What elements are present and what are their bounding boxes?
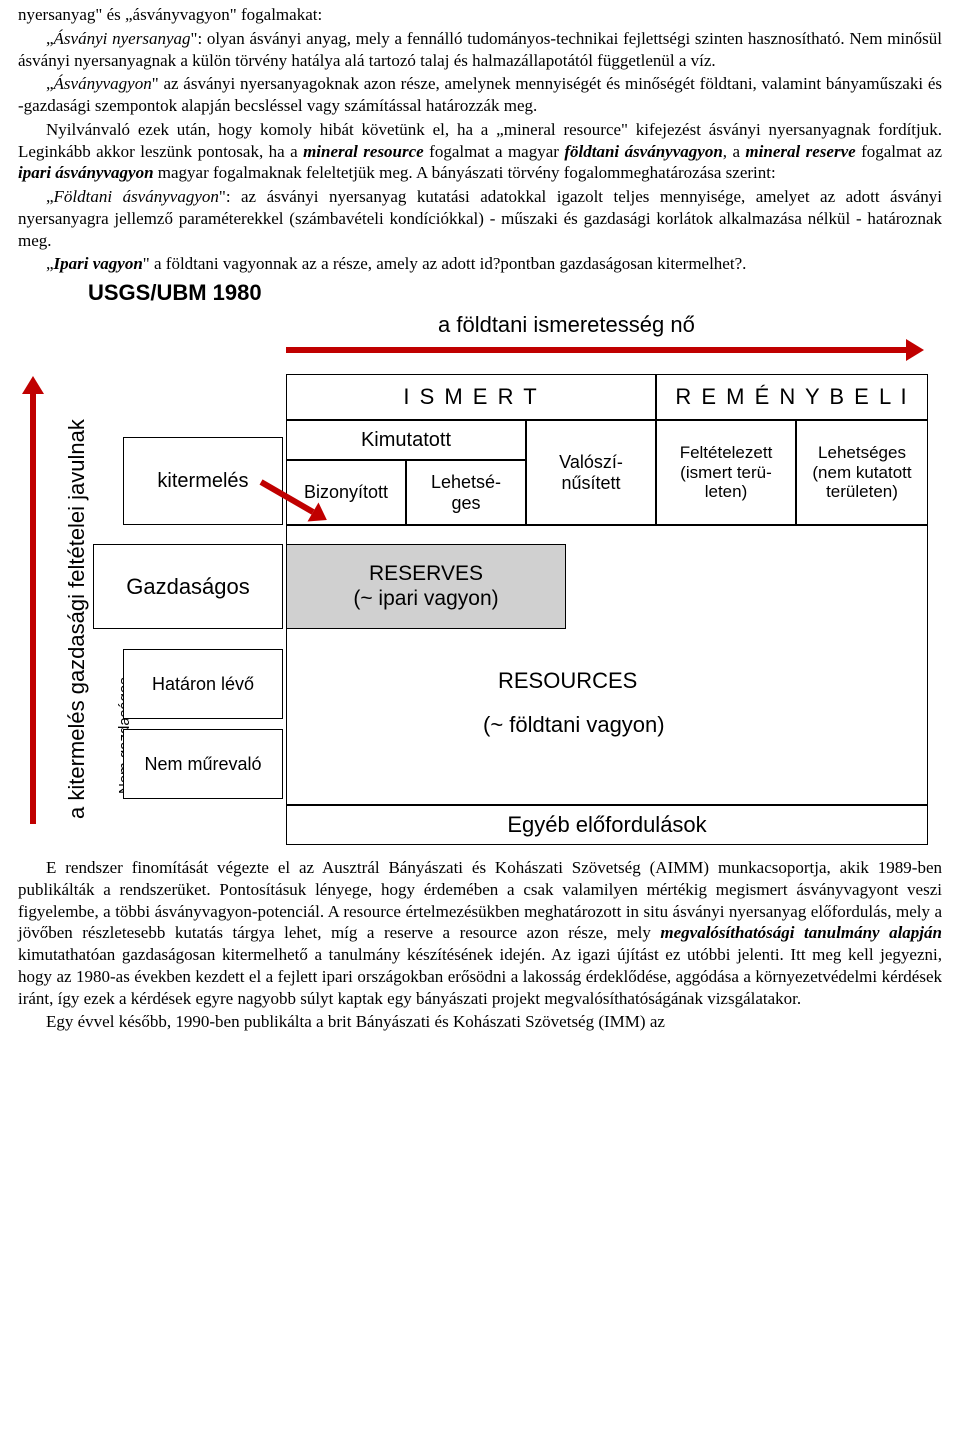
term-italic: Ásványvagyon (54, 74, 152, 93)
cell-kitermeles: kitermelés (123, 437, 283, 525)
term-italic: mineral resource (303, 142, 424, 161)
diagram-title: USGS/UBM 1980 (88, 279, 262, 307)
term-italic: Ásványi nyersanyag (54, 29, 191, 48)
term-italic: Földtani ásványvagyon (54, 187, 219, 206)
paragraph: E rendszer finomítását végezte el az Aus… (18, 857, 942, 1009)
cell-gazdasagos: Gazdaságos (93, 544, 283, 629)
cell-bizonyitott: Bizonyított (286, 460, 406, 525)
text: „ (46, 254, 54, 273)
arrow-right-icon (286, 347, 906, 353)
cell-remenybeli: R E M É N Y B E L I (656, 374, 928, 420)
left-axis-label: a kitermelés gazdasági feltételei javuln… (63, 419, 91, 819)
resources-container (286, 525, 928, 805)
text: " az ásványi nyersanyagoknak azon része,… (18, 74, 942, 115)
text: „ (46, 187, 54, 206)
diagram-top-label: a földtani ismeretesség nő (438, 311, 695, 339)
term-italic: ipari ásványvagyon (18, 163, 154, 182)
text: „ (46, 74, 54, 93)
usgs-diagram: USGS/UBM 1980 a földtani ismeretesség nő… (18, 279, 938, 849)
cell-hataron: Határon lévő (123, 649, 283, 719)
paragraph: „Ipari vagyon" a földtani vagyonnak az a… (18, 253, 942, 275)
label-resources: RESOURCES (498, 667, 637, 695)
term-italic: mineral reserve (745, 142, 855, 161)
text: , a (723, 142, 746, 161)
paragraph: Nyilvánvaló ezek után, hogy komoly hibát… (18, 119, 942, 184)
label-resources2: (~ földtani vagyon) (483, 711, 665, 739)
arrow-up-icon (30, 394, 36, 824)
cell-nemmurevalo: Nem műrevaló (123, 729, 283, 799)
cell-valoszinu: Valószí- nűsített (526, 420, 656, 525)
cell-lehetseges2: Lehetséges (nem kutatott területen) (796, 420, 928, 525)
cell-kimutatott: Kimutatott (286, 420, 526, 460)
cell-lehetseges: Lehetsé- ges (406, 460, 526, 525)
text: fogalmat az (856, 142, 942, 161)
paragraph: „Földtani ásványvagyon": az ásványi nyer… (18, 186, 942, 251)
cell-egyeb: Egyéb előfordulások (286, 805, 928, 845)
term-italic: megvalósíthatósági tanulmány alapján (660, 923, 942, 942)
cell-feltetelezett: Feltételezett (ismert terü- leten) (656, 420, 796, 525)
text: kimutathatóan gazdaságosan kitermelhető … (18, 945, 942, 1008)
text: „ (46, 29, 54, 48)
term-italic: földtani ásványvagyon (564, 142, 722, 161)
text: " a földtani vagyonnak az a része, amely… (143, 254, 747, 273)
paragraph-line: nyersanyag" és „ásványvagyon" fogalmakat… (18, 4, 942, 26)
cell-ismert: I S M E R T (286, 374, 656, 420)
paragraph: „Ásványi nyersanyag": olyan ásványi anya… (18, 28, 942, 72)
paragraph: „Ásványvagyon" az ásványi nyersanyagokna… (18, 73, 942, 117)
text: magyar fogalmaknak feleltetjük meg. A bá… (154, 163, 776, 182)
text: fogalmat a magyar (424, 142, 565, 161)
paragraph: Egy évvel később, 1990-ben publikálta a … (18, 1011, 942, 1033)
term-italic: Ipari vagyon (54, 254, 143, 273)
